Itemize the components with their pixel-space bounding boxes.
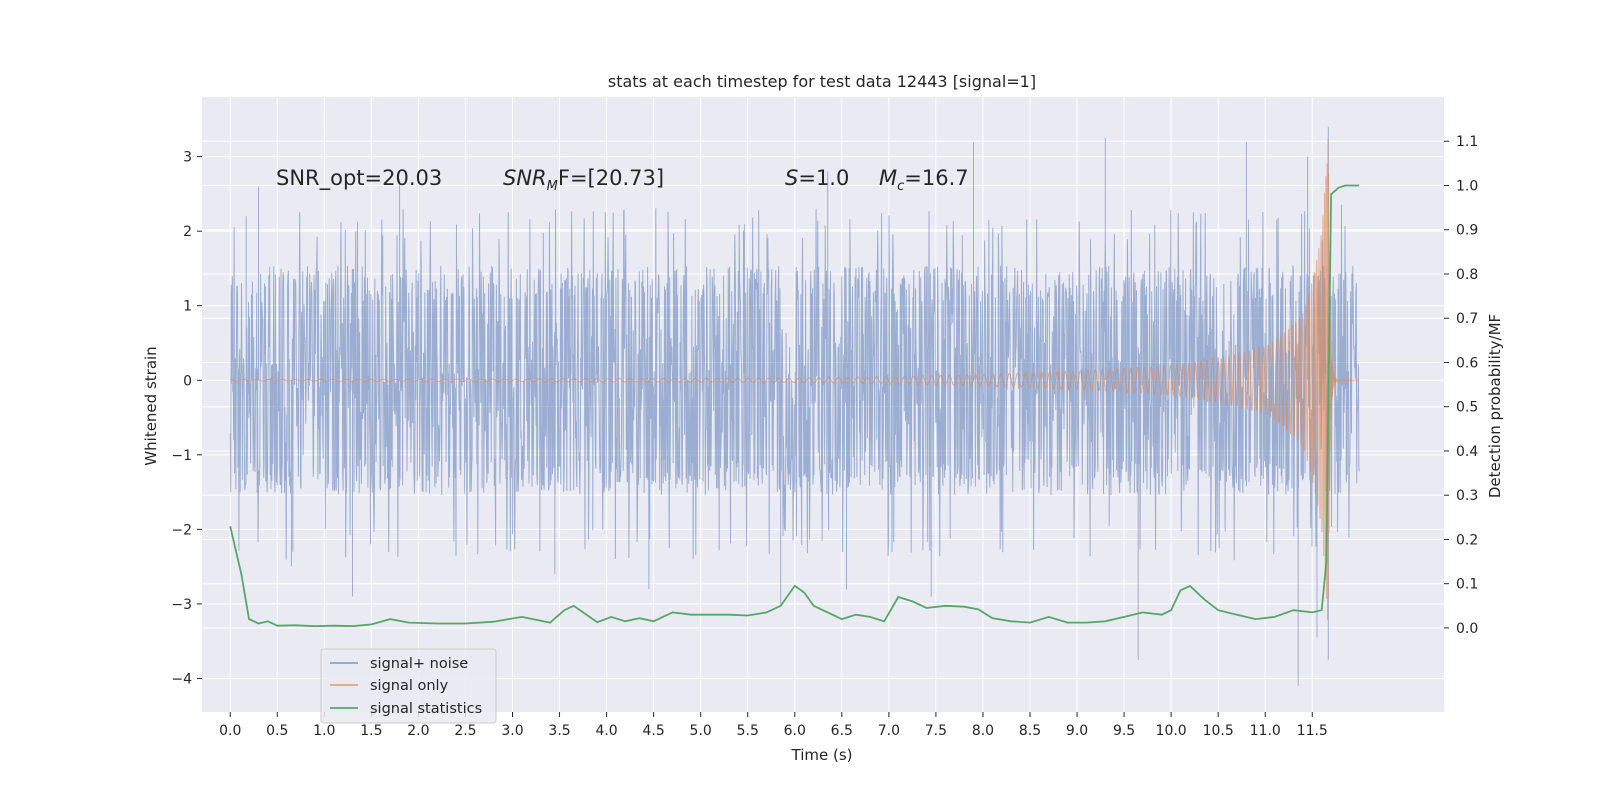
- series-signal-noise: [229, 126, 1360, 686]
- y2-tick-label: 0.1: [1456, 577, 1478, 593]
- x-tick-label: 7.5: [925, 723, 947, 739]
- x-tick-label: 0.5: [266, 723, 288, 739]
- legend-label-signal-noise: signal+ noise: [370, 656, 468, 672]
- y2-tick-label: 0.6: [1456, 355, 1478, 371]
- y2-axis-ticks: 1.1 1.0 0.9 0.8 0.7 0.6 0.5 0.4 0.3 0.2 0.1 0.0: [1444, 134, 1478, 637]
- x-tick-label: 4.0: [595, 723, 617, 739]
- annotation-snr-opt: SNR_opt=20.03: [276, 166, 442, 191]
- x-tick-label: 10.5: [1203, 723, 1234, 739]
- x-tick-label: 5.5: [737, 723, 759, 739]
- x-tick-label: 9.0: [1066, 723, 1088, 739]
- legend-label-signal-only: signal only: [370, 678, 449, 694]
- x-tick-label: 9.5: [1113, 723, 1135, 739]
- series-signal-statistics: [229, 184, 1360, 628]
- annotation-snr-mf: SNRMF=[20.73]: [503, 166, 664, 194]
- data-layer: [229, 126, 1360, 686]
- y-tick-label: 1: [183, 299, 192, 315]
- x-tick-label: 2.0: [407, 723, 429, 739]
- annotation-mc: Mc=16.7: [879, 166, 969, 194]
- x-tick-label: 8.5: [1019, 723, 1041, 739]
- legend-label-signal-statistics: signal statistics: [370, 701, 482, 717]
- series-signal-only: [230, 139, 1360, 621]
- y-tick-label: −1: [171, 448, 192, 464]
- x-tick-label: 6.5: [831, 723, 853, 739]
- x-tick-label: 8.0: [972, 723, 994, 739]
- x-tick-label: 1.5: [360, 723, 382, 739]
- y-tick-label: 3: [183, 150, 192, 166]
- x-tick-label: 4.5: [643, 723, 665, 739]
- y2-tick-label: 1.0: [1456, 178, 1478, 194]
- y-tick-label: 2: [183, 224, 192, 240]
- y-tick-label: 0: [183, 373, 192, 389]
- x-axis-label: Time (s): [791, 746, 853, 764]
- y-tick-label: −3: [171, 597, 192, 613]
- x-tick-label: 10.0: [1156, 723, 1187, 739]
- y-tick-label: −4: [171, 671, 192, 687]
- x-tick-label: 2.5: [454, 723, 476, 739]
- y2-tick-label: 0.7: [1456, 311, 1478, 327]
- y2-tick-label: 0.5: [1456, 400, 1478, 416]
- y-axis-ticks: 3 2 1 0 −1 −2 −3 −4: [171, 150, 202, 687]
- y-axis-label: Whitened strain: [142, 346, 160, 465]
- y-tick-label: −2: [171, 522, 192, 538]
- x-tick-label: 5.0: [690, 723, 712, 739]
- x-tick-label: 1.0: [313, 723, 335, 739]
- y2-tick-label: 0.4: [1456, 444, 1478, 460]
- x-axis-ticks: 0.0 0.5 1.0 1.5 2.0 2.5 3.0 3.5 4.0 4.5 5.0 5.5 6.0 6…: [219, 712, 1328, 739]
- legend-box: [320, 648, 497, 724]
- y2-tick-label: 0.3: [1456, 488, 1478, 504]
- x-tick-label: 7.0: [878, 723, 900, 739]
- x-tick-label: 6.0: [784, 723, 806, 739]
- y2-tick-label: 0.9: [1456, 223, 1478, 239]
- chart-title: stats at each timestep for test data 124…: [608, 72, 1036, 91]
- annotations: SNR_opt=20.03 SNRMF=[20.73] S=1.0 Mc=16.…: [276, 166, 969, 194]
- x-tick-label: 3.5: [548, 723, 570, 739]
- x-tick-label: 11.0: [1250, 723, 1281, 739]
- y2-tick-label: 0.2: [1456, 532, 1478, 548]
- y2-tick-label: 0.8: [1456, 267, 1478, 283]
- y2-tick-label: 1.1: [1456, 134, 1478, 150]
- annotation-s: S=1.0: [785, 166, 849, 190]
- y2-tick-label: 0.0: [1456, 621, 1478, 637]
- x-tick-label: 11.5: [1297, 723, 1328, 739]
- legend: signal+ noise signal only signal statist…: [320, 648, 497, 724]
- x-tick-label: 3.0: [501, 723, 523, 739]
- y2-axis-label: Detection probability/MF: [1486, 314, 1504, 498]
- x-tick-label: 0.0: [219, 723, 241, 739]
